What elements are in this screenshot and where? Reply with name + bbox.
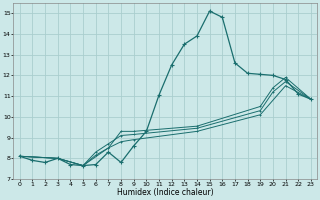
X-axis label: Humidex (Indice chaleur): Humidex (Indice chaleur)	[117, 188, 214, 197]
